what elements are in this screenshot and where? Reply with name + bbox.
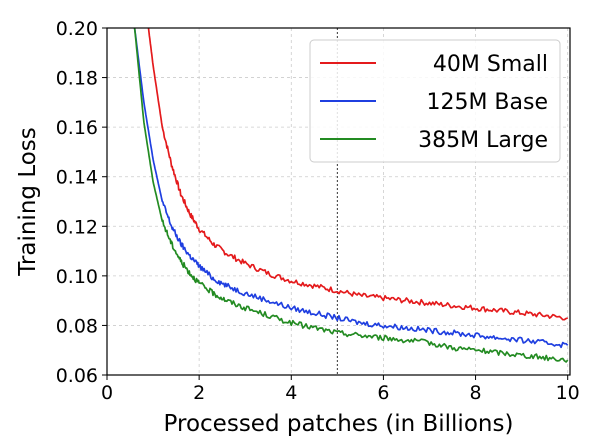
y-tick-label: 0.12 [56, 216, 98, 238]
y-tick-label: 0.06 [56, 365, 98, 387]
y-tick-label: 0.14 [56, 167, 98, 189]
series-line [133, 27, 569, 349]
x-tick-label: 0 [101, 382, 113, 404]
y-tick-label: 0.10 [56, 266, 98, 288]
series-line [133, 27, 569, 363]
axis-ticks: 0 2 4 6 8 10 0.06 0.08 0.10 0.12 0.14 0.16 0.18 0.20 [56, 18, 580, 404]
x-tick-label: 4 [285, 382, 297, 404]
legend-label: 40M Small [433, 52, 548, 77]
x-axis-label: Processed patches (in Billions) [164, 411, 514, 437]
series-lines [133, 27, 569, 363]
x-tick-label: 10 [556, 382, 580, 404]
legend-label: 385M Large [418, 128, 548, 153]
plot-frame [106, 27, 571, 376]
legend-box [309, 39, 561, 163]
legend: 40M Small 125M Base 385M Large [309, 39, 561, 163]
series-line [147, 27, 568, 321]
x-tick-label: 8 [470, 382, 482, 404]
y-axis-label: Training Loss [15, 127, 41, 277]
x-tick-label: 6 [377, 382, 389, 404]
y-tick-label: 0.16 [56, 117, 98, 139]
y-tick-label: 0.20 [56, 18, 98, 40]
legend-label: 125M Base [426, 90, 548, 115]
y-tick-label: 0.08 [56, 315, 98, 337]
x-tick-label: 2 [193, 382, 205, 404]
y-tick-label: 0.18 [56, 68, 98, 90]
